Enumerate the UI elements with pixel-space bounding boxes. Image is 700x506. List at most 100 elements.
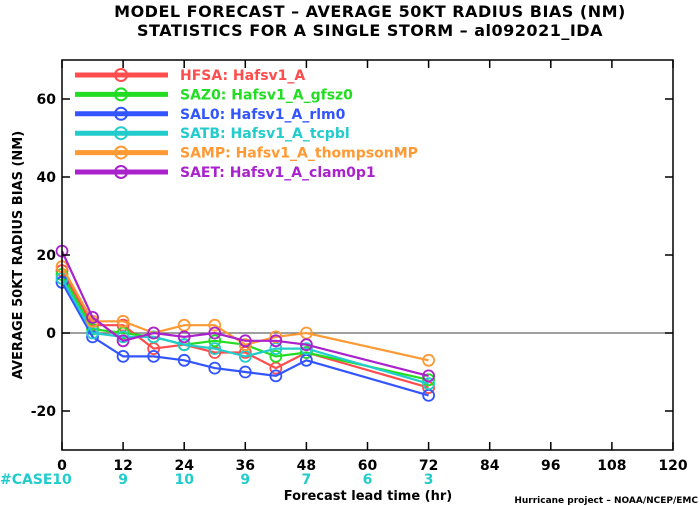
data-point — [422, 369, 436, 383]
legend-label: SAMP: Hafsv1_A_thompsonMP — [180, 146, 418, 162]
y-tick-label: 0 — [46, 326, 56, 342]
x-tick-label: 72 — [419, 458, 438, 474]
legend-description: Hafsv1_A_tcpbl — [226, 126, 350, 142]
case-count-value: 6 — [363, 472, 373, 488]
case-counts: #CASE 10 9 10 9 7 6 3 — [0, 472, 433, 488]
legend-marker — [114, 126, 128, 141]
legend-marker — [114, 87, 128, 102]
data-point — [299, 338, 313, 352]
legend-label: SATB: Hafsv1_A_tcpbl — [180, 126, 350, 142]
plot-frame — [61, 59, 674, 451]
series-samp — [55, 260, 436, 367]
data-point — [208, 342, 222, 356]
case-count-value: 10 — [52, 472, 72, 488]
legend-code: SAET: — [180, 165, 225, 181]
credit-text: Hurricane project – NOAA/NCEP/EMC — [514, 496, 698, 506]
legend-item: SAL0: Hafsv1_A_rlm0 — [75, 106, 346, 123]
legend-item: SATB: Hafsv1_A_tcpbl — [75, 126, 350, 142]
y-tick-label: 20 — [37, 248, 57, 264]
legend-description: Hafsv1_A_rlm0 — [225, 107, 345, 123]
data-point — [422, 377, 436, 391]
series-hfsa — [55, 264, 436, 395]
legend-item: SAZ0: Hafsv1_A_gfsz0 — [75, 87, 353, 103]
data-point — [177, 338, 191, 352]
series-group — [55, 244, 436, 402]
data-point — [116, 334, 130, 348]
legend-code: SATB: — [180, 126, 226, 142]
data-point — [177, 353, 191, 367]
data-point — [147, 326, 161, 340]
series-line — [61, 270, 429, 389]
chart-subtitle: STATISTICS FOR A SINGLE STORM – al092021… — [137, 21, 603, 40]
series-line — [61, 281, 429, 397]
legend-description: Hafsv1_A_thompsonMP — [231, 146, 418, 162]
series-saz0 — [55, 268, 436, 387]
legend-label: SAL0: Hafsv1_A_rlm0 — [180, 107, 346, 123]
x-tick-label: 0 — [57, 458, 67, 474]
x-tick-label: 60 — [358, 458, 378, 474]
case-count-label: #CASE — [0, 472, 53, 488]
y-axis-label: AVERAGE 50KT RADIUS BIAS (NM) — [11, 131, 26, 379]
y-tick-label: -20 — [31, 404, 57, 420]
data-point — [116, 314, 130, 328]
case-count-value: 7 — [302, 472, 312, 488]
axes-group: 0 12 24 36 48 60 72 84 96 108 120 -20 0 20 40 60 — [31, 60, 688, 474]
data-point — [147, 330, 161, 344]
data-point — [269, 334, 283, 348]
case-count-value: 9 — [240, 472, 250, 488]
legend-item: SAET: Hafsv1_A_clam0p1 — [75, 165, 376, 181]
case-count-value: 9 — [118, 472, 128, 488]
legend-label: SAZ0: Hafsv1_A_gfsz0 — [180, 87, 353, 103]
series-sal0 — [55, 275, 436, 402]
data-point — [269, 369, 283, 383]
legend-code: SAZ0: — [180, 87, 226, 103]
case-count-value: 3 — [424, 472, 434, 488]
legend-label: SAET: Hafsv1_A_clam0p1 — [180, 165, 376, 181]
legend-marker — [114, 145, 128, 160]
data-point — [208, 361, 222, 375]
x-tick-label: 84 — [480, 458, 500, 474]
data-point — [299, 346, 313, 359]
case-count-value: 10 — [174, 472, 194, 488]
x-tick-label: 24 — [174, 458, 194, 474]
data-point — [422, 353, 436, 367]
series-line — [61, 277, 429, 385]
x-tick-label: 120 — [658, 458, 687, 474]
series-line — [61, 250, 429, 377]
legend-item: HFSA: Hafsv1_A — [75, 68, 305, 84]
y-tick-label: 60 — [37, 92, 57, 108]
legend-marker — [114, 165, 128, 179]
x-axis-label: Forecast lead time (hr) — [284, 489, 452, 504]
legend-description: Hafsv1_A — [228, 68, 305, 84]
data-point — [147, 349, 161, 363]
data-point — [238, 365, 252, 379]
data-point — [238, 338, 252, 352]
data-point — [269, 330, 283, 344]
data-point — [116, 349, 130, 363]
data-point — [86, 310, 99, 324]
chart-title: MODEL FORECAST – AVERAGE 50KT RADIUS BIA… — [114, 2, 626, 21]
legend-label: HFSA: Hafsv1_A — [180, 68, 305, 84]
legend-code: SAL0: — [180, 107, 225, 123]
legend-code: SAMP: — [180, 146, 231, 162]
legend: HFSA: Hafsv1_A SAZ0: Hafsv1_A_gfsz0 SAL0: … — [75, 68, 418, 181]
data-point — [299, 342, 313, 356]
data-point — [177, 330, 191, 344]
x-tick-label: 96 — [541, 458, 560, 474]
data-point — [238, 334, 252, 348]
x-tick-label: 48 — [297, 458, 316, 474]
x-tick-label: 36 — [236, 458, 255, 474]
legend-code: HFSA: — [180, 68, 228, 84]
data-point — [422, 373, 436, 387]
legend-description: Hafsv1_A_clam0p1 — [225, 165, 376, 181]
y-tick-label: 40 — [37, 170, 57, 186]
data-point — [269, 349, 283, 363]
legend-marker — [114, 68, 128, 82]
x-tick-label: 108 — [597, 458, 626, 474]
series-line — [61, 273, 429, 381]
data-point — [208, 334, 222, 348]
x-tick-label: 12 — [113, 458, 132, 474]
data-point — [208, 318, 222, 332]
series-line — [61, 266, 429, 362]
